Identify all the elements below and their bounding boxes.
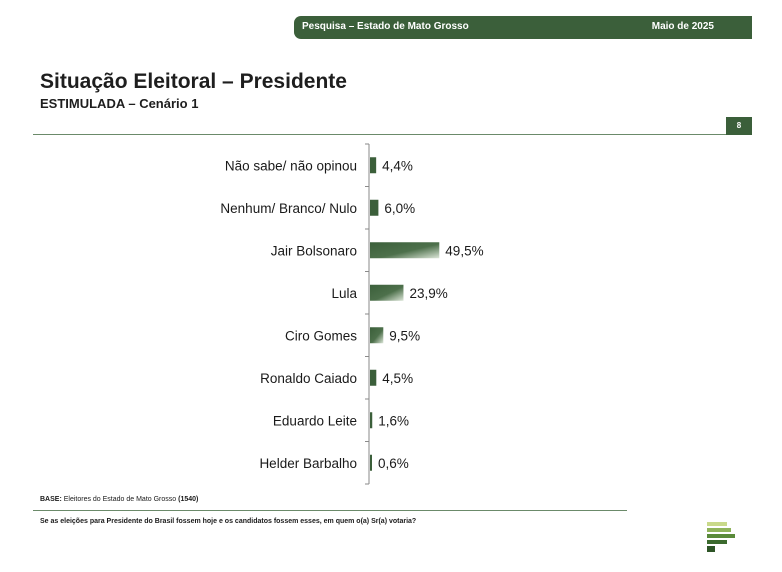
bar bbox=[370, 412, 373, 429]
bar bbox=[370, 284, 404, 301]
bar bbox=[370, 454, 372, 471]
base-count: (1540) bbox=[178, 496, 199, 503]
bar bbox=[370, 242, 440, 259]
base-text: Eleitores do Estado de Mato Grosso bbox=[61, 496, 179, 503]
survey-name: Pesquisa – Estado de Mato Grosso bbox=[302, 21, 469, 32]
bar bbox=[370, 369, 377, 386]
header-bar: Pesquisa – Estado de Mato Grosso Maio de… bbox=[294, 16, 752, 39]
category-label: Lula bbox=[331, 286, 357, 301]
value-label: 6,0% bbox=[384, 201, 415, 216]
page-subtitle: ESTIMULADA – Cenário 1 bbox=[40, 96, 199, 111]
bar bbox=[370, 157, 377, 174]
title-divider bbox=[33, 134, 752, 135]
value-label: 49,5% bbox=[445, 243, 483, 258]
value-label: 23,9% bbox=[409, 286, 447, 301]
value-label: 4,4% bbox=[382, 158, 413, 173]
survey-question: Se as eleições para Presidente do Brasil… bbox=[40, 518, 417, 525]
category-label: Ronaldo Caiado bbox=[260, 371, 357, 386]
value-label: 1,6% bbox=[378, 413, 409, 428]
category-label: Helder Barbalho bbox=[259, 456, 357, 471]
bar bbox=[370, 327, 384, 344]
footer-divider bbox=[33, 510, 627, 511]
institute-logo bbox=[707, 522, 735, 552]
category-label: Eduardo Leite bbox=[273, 413, 357, 428]
page-title: Situação Eleitoral – Presidente bbox=[40, 70, 347, 93]
value-label: 0,6% bbox=[378, 456, 409, 471]
category-label: Não sabe/ não opinou bbox=[225, 158, 357, 173]
category-label: Ciro Gomes bbox=[285, 328, 357, 343]
base-note: BASE: Eleitores do Estado de Mato Grosso… bbox=[40, 496, 198, 503]
survey-date: Maio de 2025 bbox=[651, 21, 714, 32]
value-label: 9,5% bbox=[389, 328, 420, 343]
category-label: Nenhum/ Branco/ Nulo bbox=[220, 201, 357, 216]
page-number-badge: 8 bbox=[726, 117, 752, 135]
value-label: 4,5% bbox=[382, 371, 413, 386]
base-label: BASE: bbox=[40, 496, 62, 503]
category-label: Jair Bolsonaro bbox=[271, 243, 357, 258]
bar bbox=[370, 199, 379, 216]
